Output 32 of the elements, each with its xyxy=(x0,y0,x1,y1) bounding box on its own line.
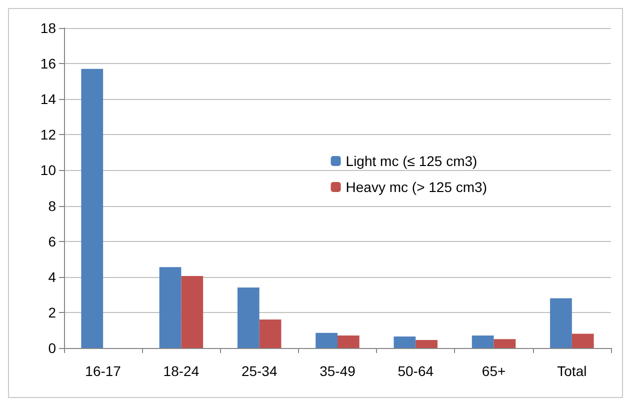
bar xyxy=(237,288,260,348)
bar xyxy=(416,340,438,348)
y-tick-label: 0 xyxy=(48,340,56,356)
x-tick-label: 35-49 xyxy=(320,363,356,379)
y-tick-label: 18 xyxy=(40,20,56,36)
bar xyxy=(159,267,182,348)
bar xyxy=(394,336,416,348)
legend-label: Light mc (≤ 125 cm3) xyxy=(346,153,478,169)
y-tick-label: 14 xyxy=(40,91,56,108)
bar xyxy=(472,336,494,348)
x-tick-label: 65+ xyxy=(482,363,506,379)
bar xyxy=(259,320,282,348)
x-tick-label: Total xyxy=(557,363,587,379)
x-tick-label: 18-24 xyxy=(163,363,200,379)
bar xyxy=(572,334,594,348)
bar xyxy=(550,298,572,348)
bar xyxy=(494,339,516,348)
y-tick-label: 4 xyxy=(48,268,56,285)
x-tick-label: 16-17 xyxy=(85,363,122,379)
bar xyxy=(316,332,338,348)
x-tick-label: 25-34 xyxy=(241,363,278,379)
bar xyxy=(338,336,360,348)
y-tick-label: 6 xyxy=(48,233,56,250)
y-tick-label: 16 xyxy=(40,56,56,72)
x-tick-label: 50-64 xyxy=(398,363,434,379)
bar xyxy=(181,276,204,348)
legend-label: Heavy mc (> 125 cm3) xyxy=(346,179,488,195)
y-tick-label: 8 xyxy=(48,198,56,214)
y-tick-label: 12 xyxy=(40,126,56,143)
bar xyxy=(81,68,104,348)
y-tick-label: 2 xyxy=(48,304,56,320)
y-tick-label: 10 xyxy=(40,162,56,178)
